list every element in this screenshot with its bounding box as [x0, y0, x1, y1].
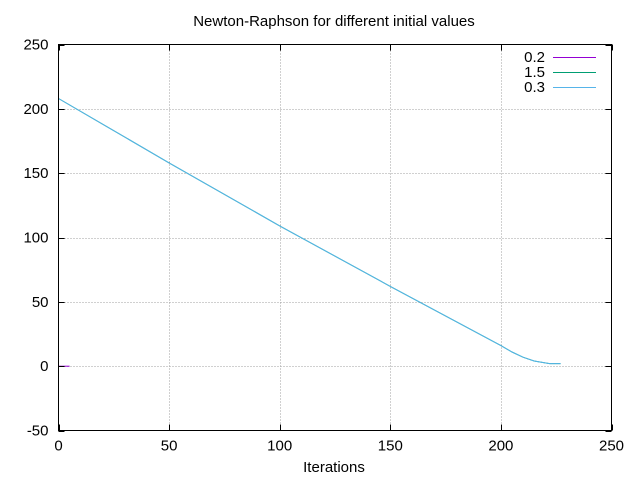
legend-label: 1.5 — [524, 64, 545, 81]
tick-marks — [58, 44, 613, 432]
legend-label: 0.2 — [524, 49, 545, 66]
x-tick-label: 50 — [161, 438, 178, 455]
series-line-0.3 — [58, 98, 561, 365]
y-tick-label: 100 — [23, 230, 48, 247]
x-axis-label: Iterations — [303, 459, 365, 476]
x-tick-label: 0 — [54, 438, 62, 455]
x-tick-label: 200 — [488, 438, 513, 455]
plot-frame — [58, 44, 612, 431]
x-tick-label: 150 — [378, 438, 403, 455]
series-lines — [58, 98, 561, 367]
y-tick-label: 200 — [23, 101, 48, 118]
y-tick-label: 0 — [40, 358, 48, 375]
x-tick-label: 250 — [599, 438, 624, 455]
x-tick-label: 100 — [267, 438, 292, 455]
y-tick-label: 250 — [23, 37, 48, 54]
legend-label: 0.3 — [524, 79, 545, 96]
x-tick-labels: 0 50 100 150 200 250 — [54, 438, 624, 455]
grid — [58, 44, 612, 431]
y-tick-label: 50 — [32, 294, 49, 311]
y-tick-label: -50 — [27, 423, 49, 440]
y-tick-label: 150 — [23, 165, 48, 182]
series-line-1.5 — [58, 98, 561, 365]
legend: 0.21.50.3 — [524, 49, 596, 96]
y-tick-labels: 250 200 150 100 50 0 -50 — [23, 37, 48, 440]
chart-title: Newton-Raphson for different initial val… — [193, 13, 475, 30]
